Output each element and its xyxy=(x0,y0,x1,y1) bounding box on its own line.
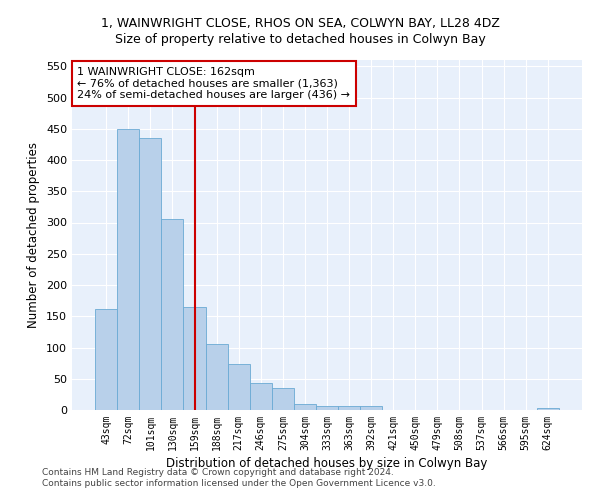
Text: 1 WAINWRIGHT CLOSE: 162sqm
← 76% of detached houses are smaller (1,363)
24% of s: 1 WAINWRIGHT CLOSE: 162sqm ← 76% of deta… xyxy=(77,67,350,100)
Bar xyxy=(250,382,272,410)
Text: 1, WAINWRIGHT CLOSE, RHOS ON SEA, COLWYN BAY, LL28 4DZ: 1, WAINWRIGHT CLOSE, RHOS ON SEA, COLWYN… xyxy=(101,18,499,30)
Bar xyxy=(227,364,250,410)
Bar xyxy=(206,344,227,410)
Bar xyxy=(537,408,559,410)
Bar xyxy=(338,406,360,410)
Bar xyxy=(117,129,139,410)
Text: Size of property relative to detached houses in Colwyn Bay: Size of property relative to detached ho… xyxy=(115,32,485,46)
Bar xyxy=(360,406,382,410)
Y-axis label: Number of detached properties: Number of detached properties xyxy=(28,142,40,328)
Bar xyxy=(161,219,184,410)
Bar xyxy=(316,406,338,410)
Text: Contains HM Land Registry data © Crown copyright and database right 2024.
Contai: Contains HM Land Registry data © Crown c… xyxy=(42,468,436,487)
Bar xyxy=(272,388,294,410)
Bar xyxy=(184,307,206,410)
Bar xyxy=(139,138,161,410)
X-axis label: Distribution of detached houses by size in Colwyn Bay: Distribution of detached houses by size … xyxy=(166,457,488,470)
Bar xyxy=(95,308,117,410)
Bar xyxy=(294,404,316,410)
